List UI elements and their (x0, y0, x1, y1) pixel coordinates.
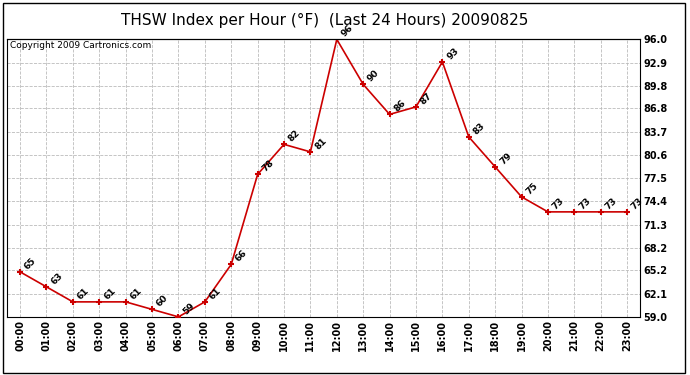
Text: 73: 73 (577, 196, 593, 211)
Text: 81: 81 (313, 136, 328, 151)
Text: 82: 82 (287, 128, 302, 144)
Text: 66: 66 (234, 248, 249, 264)
Text: 63: 63 (49, 271, 64, 286)
Text: 87: 87 (419, 91, 434, 106)
Text: 75: 75 (524, 181, 540, 196)
Text: 59: 59 (181, 301, 197, 316)
Text: 61: 61 (102, 286, 117, 301)
Text: Copyright 2009 Cartronics.com: Copyright 2009 Cartronics.com (10, 41, 151, 50)
Text: 61: 61 (128, 286, 144, 301)
Text: THSW Index per Hour (°F)  (Last 24 Hours) 20090825: THSW Index per Hour (°F) (Last 24 Hours)… (121, 13, 528, 28)
Text: 83: 83 (471, 121, 486, 136)
Text: 90: 90 (366, 68, 381, 84)
Text: 65: 65 (23, 256, 38, 271)
Text: 61: 61 (208, 286, 223, 301)
Text: 78: 78 (260, 158, 276, 174)
Text: 60: 60 (155, 294, 170, 309)
Text: 73: 73 (551, 196, 566, 211)
Text: 86: 86 (393, 98, 408, 114)
Text: 96: 96 (339, 23, 355, 39)
Text: 61: 61 (76, 286, 91, 301)
Text: 79: 79 (498, 151, 513, 166)
Text: 93: 93 (445, 46, 460, 61)
Text: 73: 73 (630, 196, 645, 211)
Text: 73: 73 (604, 196, 619, 211)
